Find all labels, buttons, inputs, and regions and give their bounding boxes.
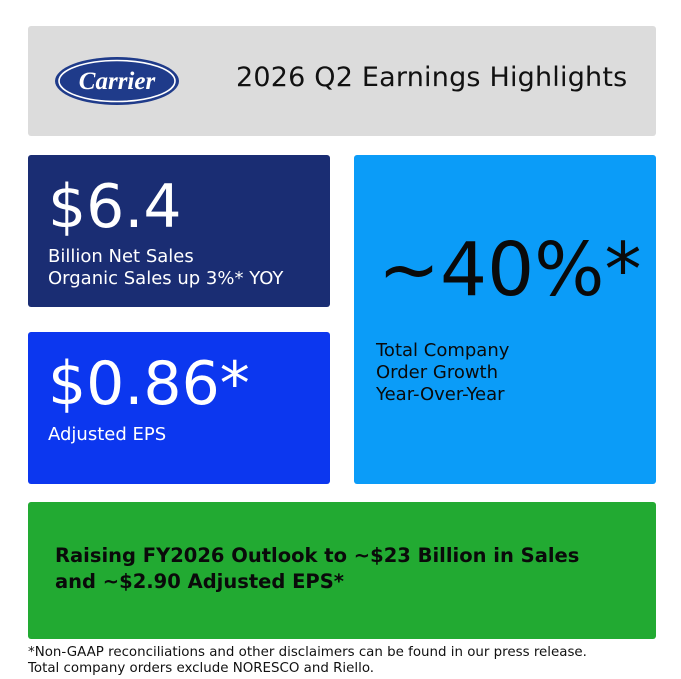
order-growth-label-1: Total Company	[376, 340, 510, 361]
net-sales-card: $6.4 Billion Net Sales Organic Sales up …	[28, 155, 330, 307]
outlook-line-2: and ~$2.90 Adjusted EPS*	[55, 570, 344, 593]
adjusted-eps-card: $0.86* Adjusted EPS	[28, 332, 330, 484]
net-sales-value: $6.4	[48, 172, 182, 242]
order-growth-label-3: Year-Over-Year	[376, 384, 505, 405]
logo-text: Carrier	[79, 68, 156, 95]
footnote-disclaimer: *Non-GAAP reconciliations and other disc…	[28, 645, 587, 660]
order-growth-label-2: Order Growth	[376, 362, 499, 383]
outlook-line-1: Raising FY2026 Outlook to ~$23 Billion i…	[55, 544, 580, 567]
outlook-card: Raising FY2026 Outlook to ~$23 Billion i…	[28, 502, 656, 639]
adjusted-eps-value: $0.86*	[48, 349, 250, 419]
order-growth-card: ~40%* Total Company Order Growth Year-Ov…	[354, 155, 656, 484]
footnote-orders: Total company orders exclude NORESCO and…	[28, 661, 375, 676]
carrier-logo: Carrier	[55, 57, 179, 105]
page-title: 2026 Q2 Earnings Highlights	[236, 62, 628, 93]
header-banner: Carrier 2026 Q2 Earnings Highlights	[28, 26, 656, 136]
adjusted-eps-label: Adjusted EPS	[48, 424, 167, 445]
order-growth-value: ~40%*	[378, 227, 642, 313]
net-sales-label: Billion Net Sales	[48, 246, 194, 267]
organic-sales-label: Organic Sales up 3%* YOY	[48, 268, 284, 289]
